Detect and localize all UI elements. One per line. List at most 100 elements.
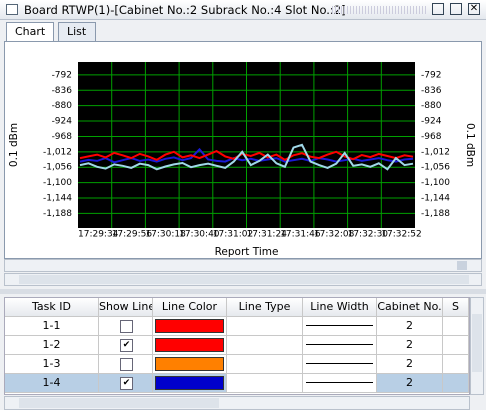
y2-tick-label: -968 (421, 132, 442, 142)
v-scrollbar[interactable] (470, 297, 484, 395)
h-scrollbar[interactable] (4, 396, 470, 410)
line-type (227, 355, 303, 374)
x-tick-label: 17:30:40 (179, 230, 220, 240)
checkbox[interactable]: ✔ (120, 339, 133, 352)
column-header[interactable]: Line Type (227, 298, 303, 317)
series-line (79, 149, 414, 162)
line-type (227, 336, 303, 355)
task-id: 1-3 (5, 355, 99, 374)
title-bar: Board RTWP(1)-[Cabinet No.:2 Subrack No.… (0, 0, 486, 20)
checkbox[interactable]: ✔ (120, 377, 133, 390)
line-color (153, 374, 227, 393)
y-tick-label: -1,188 (43, 209, 72, 219)
window-icon (6, 4, 18, 15)
width-sample (306, 382, 373, 383)
width-sample (306, 344, 373, 345)
extra-cell (443, 336, 469, 355)
table: Task ID Show Line Line Color Line Type Line … (4, 297, 470, 395)
tab-list[interactable]: List (58, 22, 96, 41)
y-tick-label: -1,056 (43, 163, 72, 173)
y2-tick-label: -836 (421, 86, 442, 96)
checkbox[interactable] (120, 358, 133, 371)
y-axis-label: 0.1 dBm (8, 123, 20, 167)
maximize-button[interactable] (450, 3, 462, 15)
x-tick-label: 17:32:52 (381, 230, 421, 240)
show-line (99, 317, 153, 336)
line-type (227, 317, 303, 336)
line-width (303, 374, 377, 393)
color-swatch (155, 338, 224, 352)
y2-tick-label: -1,144 (421, 193, 450, 203)
extra-cell (443, 374, 469, 393)
y2-tick-label: -924 (421, 117, 442, 127)
column-header[interactable]: Show Line (99, 298, 153, 317)
y2-tick-label: -792 (421, 70, 441, 80)
y-tick-label: -924 (52, 117, 73, 127)
line-width (303, 317, 377, 336)
y2-tick-label: -1,056 (421, 163, 450, 173)
h-scrollbar[interactable] (4, 259, 482, 272)
checkbox[interactable] (120, 320, 133, 333)
column-header[interactable]: Cabinet No. (377, 298, 443, 317)
line-width (303, 336, 377, 355)
show-line (99, 355, 153, 374)
x-tick-label: 17:31:24 (247, 230, 288, 240)
x-tick-label: 17:32:08 (314, 230, 355, 240)
x-tick-label: 17:31:46 (280, 230, 321, 240)
line-color (153, 355, 227, 374)
x-tick-label: 17:29:34 (78, 230, 119, 240)
cabinet-no: 2 (377, 336, 443, 355)
scroll-thumb[interactable] (457, 261, 467, 270)
y2-axis-label: 0.1 dBm (464, 123, 476, 167)
x-tick-label: 17:29:56 (112, 230, 153, 240)
color-swatch (155, 376, 224, 390)
h-scrollbar[interactable] (4, 273, 482, 286)
y-tick-label: -880 (52, 101, 73, 111)
color-swatch (155, 319, 224, 333)
x-tick-label: 17:31:02 (213, 230, 253, 240)
y-tick-label: -968 (52, 132, 73, 142)
line-color (153, 336, 227, 355)
restore-button[interactable] (432, 3, 444, 15)
y2-tick-label: -880 (421, 101, 442, 111)
width-sample (306, 325, 373, 326)
line-type (227, 374, 303, 393)
line-width (303, 355, 377, 374)
y-tick-label: -1,144 (43, 193, 72, 203)
y-tick-label: -1,012 (43, 147, 72, 157)
y-tick-label: -792 (52, 70, 72, 80)
width-sample (306, 363, 373, 364)
extra-cell (443, 355, 469, 374)
window-title: Board RTWP(1)-[Cabinet No.:2 Subrack No.… (24, 3, 346, 17)
scroll-thumb[interactable] (472, 314, 482, 372)
x-tick-label: 17:30:18 (145, 230, 186, 240)
column-header[interactable]: Line Width (303, 298, 377, 317)
splitter[interactable] (0, 289, 486, 294)
task-id: 1-4 (5, 374, 99, 393)
grip (332, 6, 427, 14)
y2-tick-label: -1,188 (421, 209, 450, 219)
cabinet-no: 2 (377, 317, 443, 336)
tab-chart[interactable]: Chart (6, 22, 54, 42)
column-header[interactable]: S (443, 298, 469, 317)
close-button[interactable]: ✕ (468, 3, 480, 15)
task-id: 1-1 (5, 317, 99, 336)
cabinet-no: 2 (377, 374, 443, 393)
show-line: ✔ (99, 374, 153, 393)
scroll-thumb[interactable] (19, 398, 219, 408)
y2-tick-label: -1,012 (421, 147, 450, 157)
task-id: 1-2 (5, 336, 99, 355)
extra-cell (443, 317, 469, 336)
series-line (79, 143, 414, 171)
color-swatch (155, 357, 224, 371)
scroll-thumb[interactable] (19, 275, 469, 284)
y-tick-label: -1,100 (43, 178, 72, 188)
chart: -792 -792 -836 -836 -880 -880 -924 -924 -968 -968… (8, 62, 476, 258)
cabinet-no: 2 (377, 355, 443, 374)
y2-tick-label: -1,100 (421, 178, 450, 188)
line-color (153, 317, 227, 336)
column-header[interactable]: Line Color (153, 298, 227, 317)
x-axis-label: Report Time (215, 246, 279, 258)
column-header[interactable]: Task ID (5, 298, 99, 317)
